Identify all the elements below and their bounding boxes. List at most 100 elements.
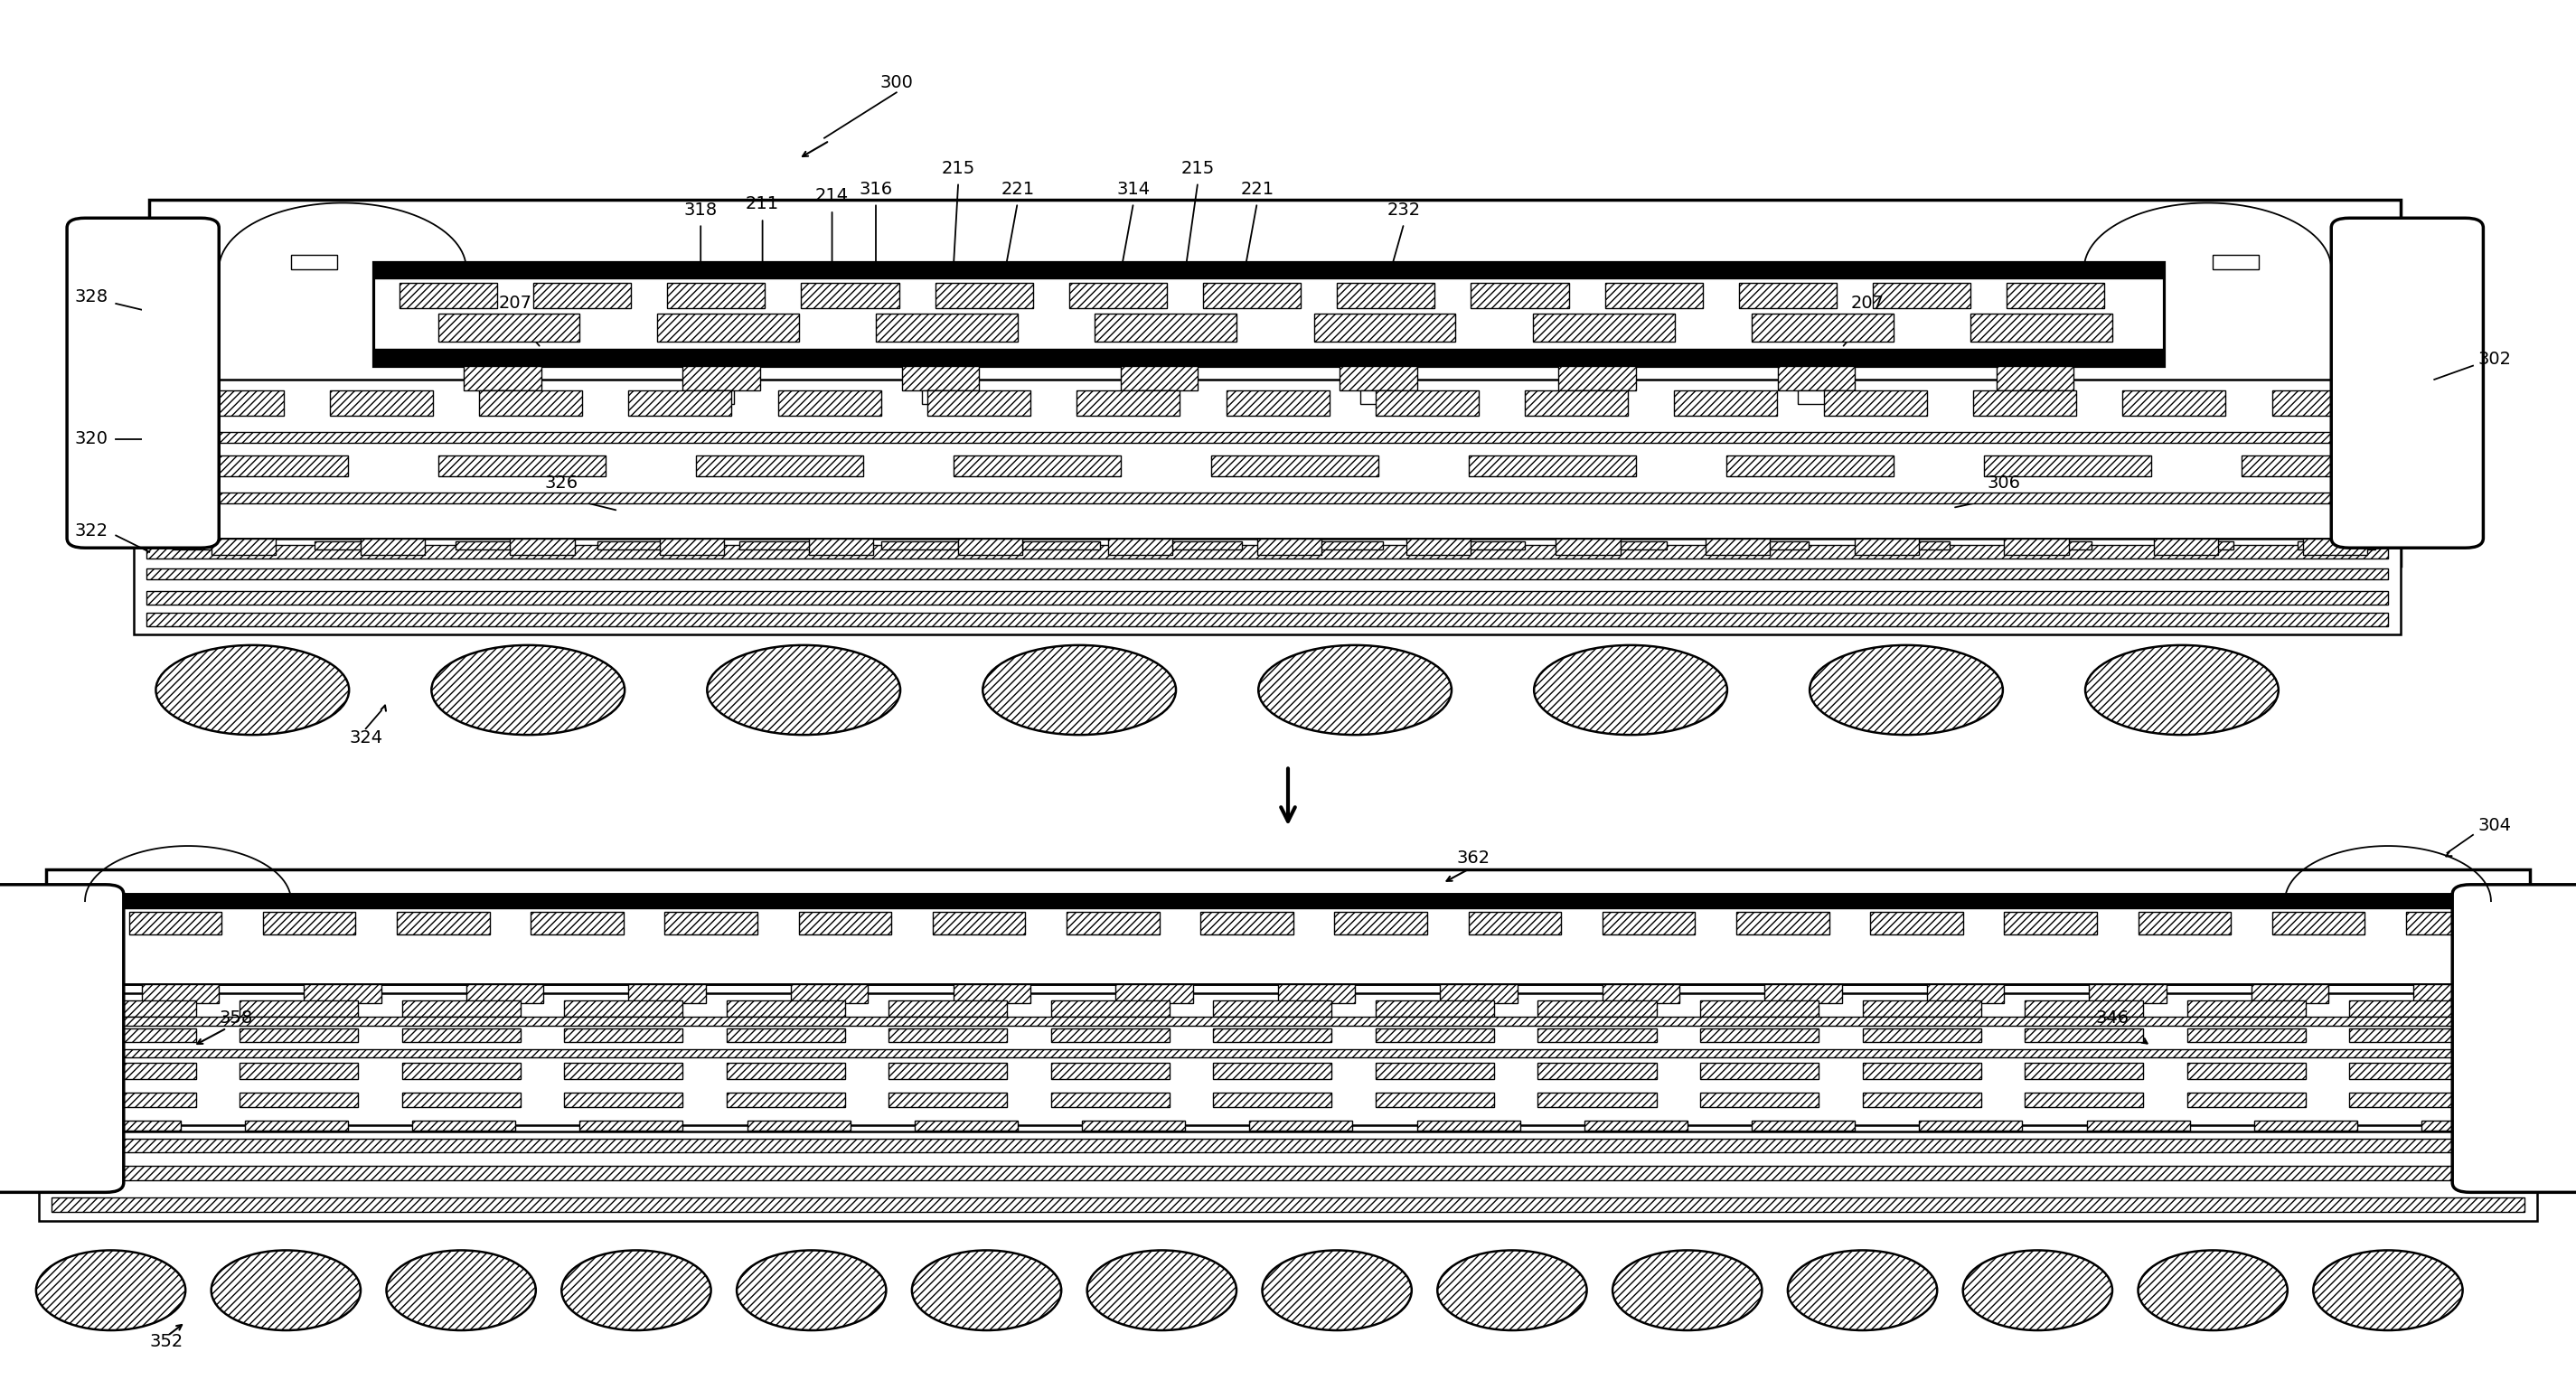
Bar — [2272, 391, 2375, 415]
Bar — [2138, 912, 2231, 934]
Bar — [1203, 283, 1301, 308]
Bar — [2421, 1121, 2524, 1130]
Bar — [240, 1028, 358, 1042]
Bar — [374, 262, 2164, 279]
Text: 304: 304 — [2478, 817, 2512, 834]
Bar — [1082, 1121, 1185, 1130]
Bar — [1752, 313, 1893, 341]
Bar — [2298, 541, 2375, 549]
Bar — [665, 912, 757, 934]
Text: 214: 214 — [814, 188, 850, 204]
Bar — [1115, 984, 1193, 1003]
Bar — [173, 493, 2375, 504]
Bar — [953, 455, 1121, 476]
Bar — [778, 391, 881, 415]
Bar — [914, 1121, 1018, 1130]
Text: 324: 324 — [348, 730, 384, 747]
Bar — [77, 1063, 196, 1079]
Bar — [580, 1121, 683, 1130]
Ellipse shape — [1262, 1250, 1412, 1330]
Text: 300: 300 — [881, 75, 912, 91]
Bar — [1973, 391, 2076, 415]
Bar — [149, 200, 2401, 566]
Bar — [402, 1000, 520, 1017]
Bar — [2254, 1121, 2357, 1130]
Bar — [160, 380, 2388, 538]
Bar — [2156, 541, 2233, 549]
Bar — [142, 984, 219, 1003]
Bar — [598, 541, 675, 549]
Bar — [1584, 1121, 1687, 1130]
Bar — [291, 255, 337, 269]
Bar — [657, 313, 799, 341]
Bar — [629, 984, 706, 1003]
Bar — [747, 1121, 850, 1130]
Bar — [240, 1093, 358, 1107]
Bar — [1538, 1063, 1656, 1079]
Bar — [2017, 391, 2048, 404]
Text: 215: 215 — [940, 160, 976, 177]
Ellipse shape — [562, 1250, 711, 1330]
Bar — [361, 538, 425, 555]
Bar — [2406, 912, 2499, 934]
Bar — [2154, 538, 2218, 555]
Ellipse shape — [1613, 1250, 1762, 1330]
Bar — [659, 538, 724, 555]
Bar — [39, 1132, 2537, 1221]
Bar — [70, 1017, 2509, 1025]
Bar — [2187, 1028, 2306, 1042]
Bar — [1211, 455, 1378, 476]
Bar — [240, 1000, 358, 1017]
Ellipse shape — [157, 644, 350, 734]
Bar — [1538, 1000, 1656, 1017]
Ellipse shape — [1808, 644, 2004, 734]
Bar — [726, 1000, 845, 1017]
Bar — [314, 541, 392, 549]
Bar — [1777, 366, 1855, 391]
Bar — [412, 1121, 515, 1130]
Bar — [1069, 283, 1167, 308]
Bar — [374, 349, 2164, 366]
FancyBboxPatch shape — [67, 218, 219, 548]
Bar — [1984, 455, 2151, 476]
Bar — [1448, 541, 1525, 549]
Bar — [1334, 912, 1427, 934]
Bar — [1700, 1093, 1819, 1107]
Bar — [1164, 541, 1242, 549]
Bar — [2251, 984, 2329, 1003]
Bar — [876, 313, 1018, 341]
Bar — [1731, 541, 1808, 549]
Bar — [696, 455, 863, 476]
Bar — [180, 391, 283, 415]
Bar — [52, 1198, 2524, 1212]
Ellipse shape — [2313, 1250, 2463, 1330]
Ellipse shape — [1533, 644, 1726, 734]
Bar — [2025, 1093, 2143, 1107]
Bar — [564, 1000, 683, 1017]
Bar — [466, 984, 544, 1003]
Bar — [1360, 391, 1391, 404]
Text: 352: 352 — [149, 1333, 183, 1350]
Bar — [77, 1028, 196, 1042]
Bar — [739, 541, 817, 549]
Bar — [1376, 391, 1479, 415]
Bar — [330, 391, 433, 415]
Bar — [703, 391, 734, 404]
Bar — [1589, 541, 1667, 549]
Bar — [1095, 313, 1236, 341]
Bar — [2349, 1063, 2468, 1079]
Bar — [240, 1063, 358, 1079]
Bar — [2517, 894, 2543, 1183]
Bar — [922, 391, 953, 404]
Bar — [809, 538, 873, 555]
Bar — [1862, 1028, 1981, 1042]
Bar — [1739, 283, 1837, 308]
FancyBboxPatch shape — [2452, 885, 2576, 1192]
Bar — [902, 366, 979, 391]
Bar — [533, 283, 631, 308]
Bar — [438, 313, 580, 341]
Bar — [667, 283, 765, 308]
Text: 320: 320 — [75, 431, 108, 447]
Bar — [1213, 1063, 1332, 1079]
Bar — [801, 283, 899, 308]
